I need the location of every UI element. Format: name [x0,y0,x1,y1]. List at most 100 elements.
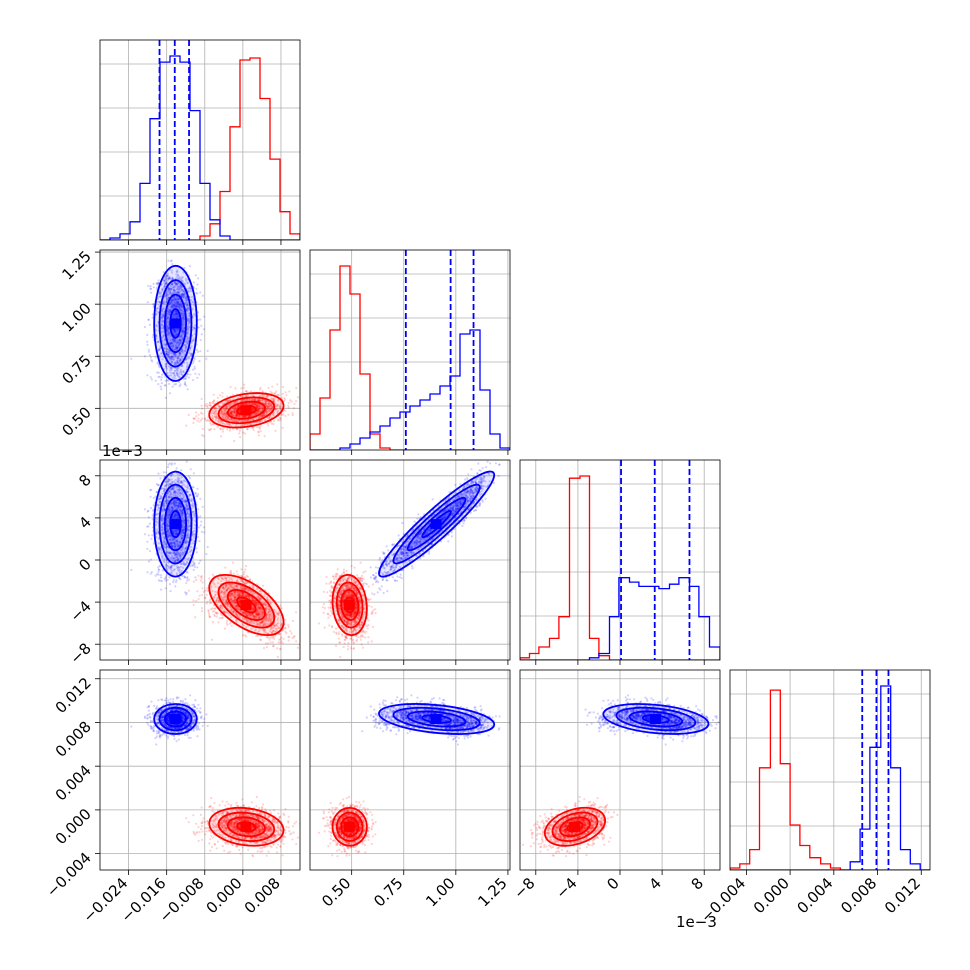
scatter-point [224,417,227,420]
scatter-point [179,338,182,341]
scatter-point [247,399,250,402]
scatter-point [169,301,172,304]
scatter-point [176,298,179,301]
scatter-point [228,422,231,426]
scatter-point [259,404,262,408]
scatter-point [171,304,174,307]
scatter-point [249,422,252,425]
scatter-point [181,331,184,334]
scatter-point [147,509,150,512]
scatter-point [211,410,215,413]
scatter-point [157,383,160,386]
scatter-point [175,270,178,273]
scatter-point [179,301,182,304]
scatter-point [233,407,236,410]
scatter-point [165,352,168,356]
scatter-point [190,345,193,348]
scatter-point [174,330,177,333]
scatter-point [174,301,178,304]
scatter-point [195,415,198,418]
scatter-point [226,395,229,398]
scatter-point [180,370,183,373]
scatter-point [173,296,176,299]
scatter-point [167,289,170,292]
scatter-point [193,313,196,316]
scatter-point [290,400,293,403]
scatter-point [171,352,174,355]
scatter-point [250,403,253,406]
scatter-point [165,329,168,332]
scatter-point [225,405,228,408]
scatter-point [264,402,267,405]
scatter-point [223,409,227,412]
scatter-point [173,297,177,301]
scatter-point [267,416,270,419]
scatter-point [238,409,241,413]
scatter-point [175,311,178,314]
scatter-point [181,280,184,283]
scatter-point [147,318,150,321]
scatter-point [229,412,232,415]
scatter-point [211,401,214,405]
scatter-point [252,428,255,432]
scatter-point [166,318,169,321]
scatter-point [257,434,260,437]
scatter-point [160,320,164,323]
scatter-point [167,311,171,314]
scatter-point [258,404,261,408]
scatter-point [254,403,257,406]
scatter-point [245,402,248,405]
scatter-point [187,319,190,322]
scatter-point [176,361,179,364]
scatter-point [227,419,230,422]
scatter-point [223,409,226,412]
scatter-point [184,348,187,351]
scatter-point [167,286,170,290]
scatter-point [182,296,185,299]
scatter-point [249,390,252,393]
scatter-point [157,281,160,284]
scatter-point [182,290,186,293]
scatter-point [177,343,180,346]
scatter-point [246,423,249,426]
scatter-point [260,419,263,422]
scatter-point [166,352,169,355]
scatter-point [194,372,197,375]
scatter-point [195,578,198,582]
scatter-point [173,356,176,359]
scatter-point [175,311,178,314]
scatter-point [160,316,164,319]
scatter-point [273,398,276,401]
scatter-point [166,274,169,278]
scatter-point [261,407,264,410]
scatter-point [220,413,223,416]
scatter-point [176,296,179,299]
scatter-point [171,302,174,306]
scatter-point [233,408,236,411]
scatter-point [237,405,241,408]
scatter-point [275,408,278,411]
scatter-point [208,577,211,580]
scatter-point [192,360,195,363]
scatter-point [194,616,197,619]
scatter-point [227,418,230,421]
scatter-point [170,260,173,263]
scatter-point [238,432,241,435]
scatter-point [171,277,174,280]
scatter-point [173,296,176,299]
scatter-point [160,588,163,591]
scatter-point [287,623,290,626]
scatter-point [168,293,171,296]
scatter-point [247,415,251,418]
scatter-point [271,385,274,388]
scatter-point [177,305,180,308]
scatter-point [181,293,184,296]
scatter-point [168,583,172,586]
scatter-point [147,534,150,537]
scatter-point [295,611,298,614]
scatter-point [165,367,168,370]
scatter-point [278,417,281,420]
scatter-point [176,373,179,376]
scatter-point [245,402,248,406]
scatter-point [243,419,246,422]
